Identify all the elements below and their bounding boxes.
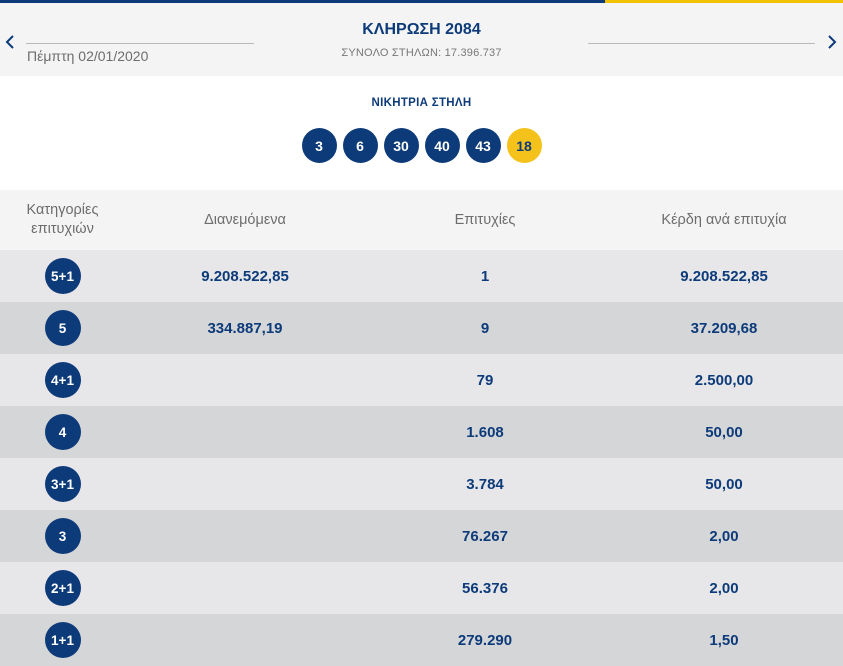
winning-number-ball: 30: [383, 128, 419, 163]
prize-cell: 50,00: [705, 475, 743, 493]
category-badge: 1+1: [44, 622, 81, 658]
category-badge: 3: [44, 518, 81, 554]
distributed-cell: [125, 458, 365, 510]
prize-cell: 37.209,68: [690, 319, 758, 337]
header-category: Κατηγορίες επιτυχιών: [0, 190, 125, 250]
prize-cell: 9.208.522,85: [680, 267, 768, 285]
winners-cell: 76.267: [462, 527, 508, 545]
prize-cell: 50,00: [705, 423, 743, 441]
prize-cell: 2,00: [709, 579, 739, 597]
draw-title: ΚΛΗΡΩΣΗ 2084: [362, 21, 481, 38]
category-badge: 5: [44, 310, 81, 346]
distributed-cell: [125, 406, 365, 458]
table-row: 5+1 9.208.522,85 1 9.208.522,85: [0, 250, 843, 302]
header-category-line1: Κατηγορίες: [26, 202, 99, 218]
category-badge: 5+1: [44, 258, 81, 294]
prize-cell: 1,50: [709, 631, 739, 649]
top-accent-bar: [0, 0, 843, 4]
winning-number-ball: 40: [424, 128, 460, 163]
draw-header: Πέμπτη 02/01/2020 ΚΛΗΡΩΣΗ 2084 ΣΥΝΟΛΟ ΣΤ…: [0, 3, 843, 76]
winning-number-ball: 3: [301, 128, 337, 163]
previous-draw-button[interactable]: [0, 27, 20, 57]
category-badge: 3+1: [44, 466, 81, 502]
table-row: 1+1 279.290 1,50: [0, 614, 843, 666]
header-divider-right: [588, 43, 815, 44]
top-accent-yellow: [605, 0, 843, 3]
distributed-cell: [125, 354, 365, 406]
winners-cell: 1.608: [466, 423, 504, 441]
top-accent-blue: [0, 0, 605, 3]
category-badge: 4: [44, 414, 81, 450]
distributed-cell: 9.208.522,85: [201, 267, 289, 285]
winners-cell: 1: [480, 267, 490, 285]
next-draw-button[interactable]: [822, 27, 842, 57]
chevron-right-icon: [828, 35, 837, 49]
winning-number-ball: 6: [342, 128, 378, 163]
chevron-left-icon: [5, 35, 14, 49]
category-badge: 2+1: [44, 570, 81, 606]
winning-numbers: 3 6 30 40 43 18: [0, 128, 843, 163]
header-category-line2: επιτυχιών: [31, 221, 94, 237]
distributed-cell: [125, 510, 365, 562]
winners-cell: 3.784: [466, 475, 504, 493]
winners-cell: 279.290: [457, 631, 513, 649]
category-badge: 4+1: [44, 362, 81, 398]
header-divider-left: [26, 43, 254, 44]
table-row: 3+1 3.784 50,00: [0, 458, 843, 510]
table-header: Κατηγορίες επιτυχιών Διανεμόμενα Επιτυχί…: [0, 190, 843, 250]
table-row: 2+1 56.376 2,00: [0, 562, 843, 614]
total-columns: ΣΥΝΟΛΟ ΣΤΗΛΩΝ: 17.396.737: [341, 47, 502, 59]
prize-table: Κατηγορίες επιτυχιών Διανεμόμενα Επιτυχί…: [0, 190, 843, 666]
table-row: 3 76.267 2,00: [0, 510, 843, 562]
bonus-number-ball: 18: [506, 128, 542, 163]
header-winners: Επιτυχίες: [454, 211, 516, 228]
winners-cell: 9: [480, 319, 490, 337]
winning-number-ball: 43: [465, 128, 501, 163]
winners-cell: 79: [476, 371, 494, 389]
table-row: 4+1 79 2.500,00: [0, 354, 843, 406]
table-row: 5 334.887,19 9 37.209,68: [0, 302, 843, 354]
distributed-cell: 334.887,19: [207, 319, 283, 337]
distributed-cell: [125, 562, 365, 614]
winners-cell: 56.376: [462, 579, 508, 597]
prize-cell: 2,00: [709, 527, 739, 545]
header-distributed: Διανεμόμενα: [204, 211, 286, 228]
distributed-cell: [125, 614, 365, 666]
table-row: 4 1.608 50,00: [0, 406, 843, 458]
draw-date: Πέμπτη 02/01/2020: [27, 48, 149, 64]
prize-cell: 2.500,00: [694, 371, 754, 389]
winning-column-label: ΝΙΚΗΤΡΙΑ ΣΤΗΛΗ: [371, 97, 472, 109]
header-prize: Κέρδη ανά επιτυχία: [661, 211, 787, 228]
